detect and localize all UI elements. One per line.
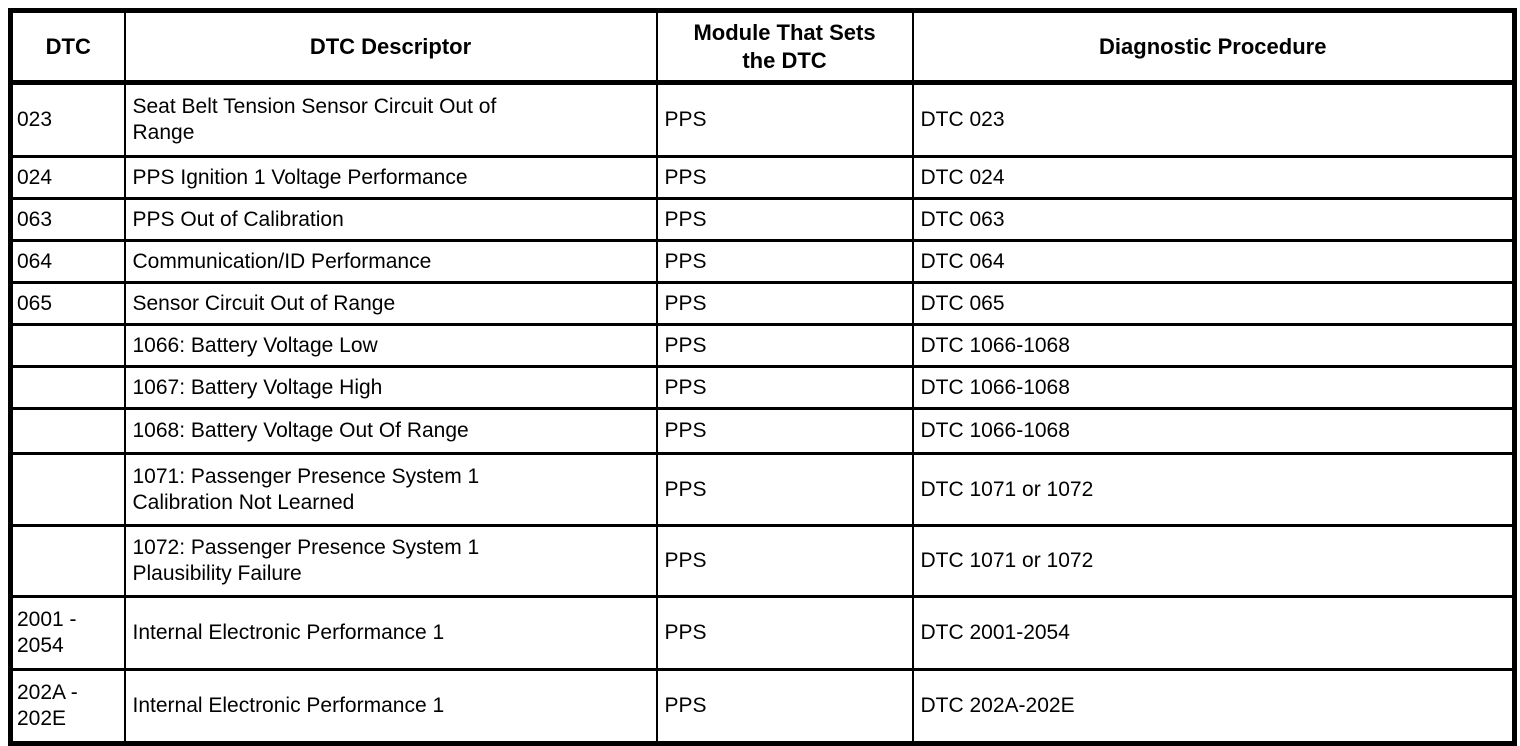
cell-module: PPS: [655, 323, 914, 368]
cell-dtc: 024: [9, 155, 126, 200]
column-header-dtc: DTC: [9, 9, 126, 85]
cell-descriptor: 1066: Battery Voltage Low: [123, 323, 658, 368]
table-row: 2001 - 2054 Internal Electronic Performa…: [9, 595, 1516, 671]
table-row: 023 Seat Belt Tension Sensor Circuit Out…: [9, 81, 1516, 158]
cell-descriptor: Internal Electronic Performance 1: [123, 595, 658, 671]
cell-procedure: DTC 2001-2054: [911, 595, 1516, 671]
cell-descriptor: Seat Belt Tension Sensor Circuit Out of …: [123, 81, 658, 158]
table-row: 024 PPS Ignition 1 Voltage Performance P…: [9, 155, 1516, 200]
cell-module: PPS: [655, 452, 914, 527]
cell-descriptor: Communication/ID Performance: [123, 239, 658, 284]
cell-descriptor: PPS Out of Calibration: [123, 197, 658, 242]
cell-procedure: DTC 1066-1068: [911, 407, 1516, 455]
cell-procedure: DTC 023: [911, 81, 1516, 158]
table-row: 1067: Battery Voltage High PPS DTC 1066-…: [9, 365, 1516, 410]
cell-module: PPS: [655, 197, 914, 242]
table-row: 1071: Passenger Presence System 1 Calibr…: [9, 452, 1516, 527]
cell-dtc: 065: [9, 281, 126, 326]
table-row: 1072: Passenger Presence System 1 Plausi…: [9, 524, 1516, 598]
cell-descriptor: 1067: Battery Voltage High: [123, 365, 658, 410]
cell-dtc: 202A - 202E: [9, 668, 126, 745]
cell-module: PPS: [655, 407, 914, 455]
cell-module: PPS: [655, 365, 914, 410]
table-row: 063 PPS Out of Calibration PPS DTC 063: [9, 197, 1516, 242]
table-row: 065 Sensor Circuit Out of Range PPS DTC …: [9, 281, 1516, 326]
cell-procedure: DTC 202A-202E: [911, 668, 1516, 745]
cell-dtc: 023: [9, 81, 126, 158]
cell-descriptor: PPS Ignition 1 Voltage Performance: [123, 155, 658, 200]
cell-dtc: [9, 524, 126, 598]
cell-dtc: [9, 407, 126, 455]
cell-dtc: 063: [9, 197, 126, 242]
cell-procedure: DTC 063: [911, 197, 1516, 242]
cell-module: PPS: [655, 81, 914, 158]
table-row: 1066: Battery Voltage Low PPS DTC 1066-1…: [9, 323, 1516, 368]
cell-procedure: DTC 024: [911, 155, 1516, 200]
cell-module: PPS: [655, 239, 914, 284]
cell-module: PPS: [655, 524, 914, 598]
cell-descriptor: 1071: Passenger Presence System 1 Calibr…: [123, 452, 658, 527]
cell-procedure: DTC 1066-1068: [911, 365, 1516, 410]
table-row: 202A - 202E Internal Electronic Performa…: [9, 668, 1516, 745]
cell-module: PPS: [655, 281, 914, 326]
column-header-descriptor: DTC Descriptor: [123, 9, 658, 85]
cell-procedure: DTC 1071 or 1072: [911, 524, 1516, 598]
cell-procedure: DTC 1066-1068: [911, 323, 1516, 368]
cell-module: PPS: [655, 668, 914, 745]
header-row: DTC DTC Descriptor Module That Sets the …: [9, 9, 1516, 85]
cell-dtc: 064: [9, 239, 126, 284]
cell-module: PPS: [655, 595, 914, 671]
dtc-table: DTC DTC Descriptor Module That Sets the …: [8, 8, 1517, 746]
column-header-module: Module That Sets the DTC: [655, 9, 914, 85]
cell-procedure: DTC 065: [911, 281, 1516, 326]
table-row: 1068: Battery Voltage Out Of Range PPS D…: [9, 407, 1516, 455]
cell-descriptor: 1072: Passenger Presence System 1 Plausi…: [123, 524, 658, 598]
cell-dtc: [9, 323, 126, 368]
cell-dtc: [9, 365, 126, 410]
cell-descriptor: Sensor Circuit Out of Range: [123, 281, 658, 326]
cell-descriptor: 1068: Battery Voltage Out Of Range: [123, 407, 658, 455]
cell-procedure: DTC 1071 or 1072: [911, 452, 1516, 527]
cell-procedure: DTC 064: [911, 239, 1516, 284]
cell-descriptor: Internal Electronic Performance 1: [123, 668, 658, 745]
cell-module: PPS: [655, 155, 914, 200]
cell-dtc: 2001 - 2054: [9, 595, 126, 671]
cell-dtc: [9, 452, 126, 527]
column-header-procedure: Diagnostic Procedure: [911, 9, 1516, 85]
table-row: 064 Communication/ID Performance PPS DTC…: [9, 239, 1516, 284]
